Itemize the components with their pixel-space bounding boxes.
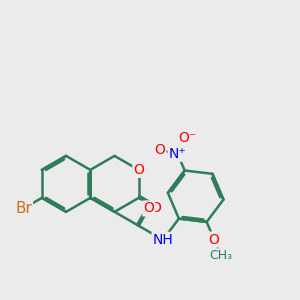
Text: O: O [151,201,161,215]
Text: O⁻: O⁻ [178,131,196,146]
Text: N⁺: N⁺ [169,147,186,161]
Text: O: O [143,202,154,215]
Text: CH₃: CH₃ [209,249,233,262]
Text: O: O [209,232,220,247]
Text: NH: NH [153,233,173,247]
Text: O: O [133,163,144,177]
Text: O: O [154,143,165,157]
Text: Br: Br [15,201,32,216]
